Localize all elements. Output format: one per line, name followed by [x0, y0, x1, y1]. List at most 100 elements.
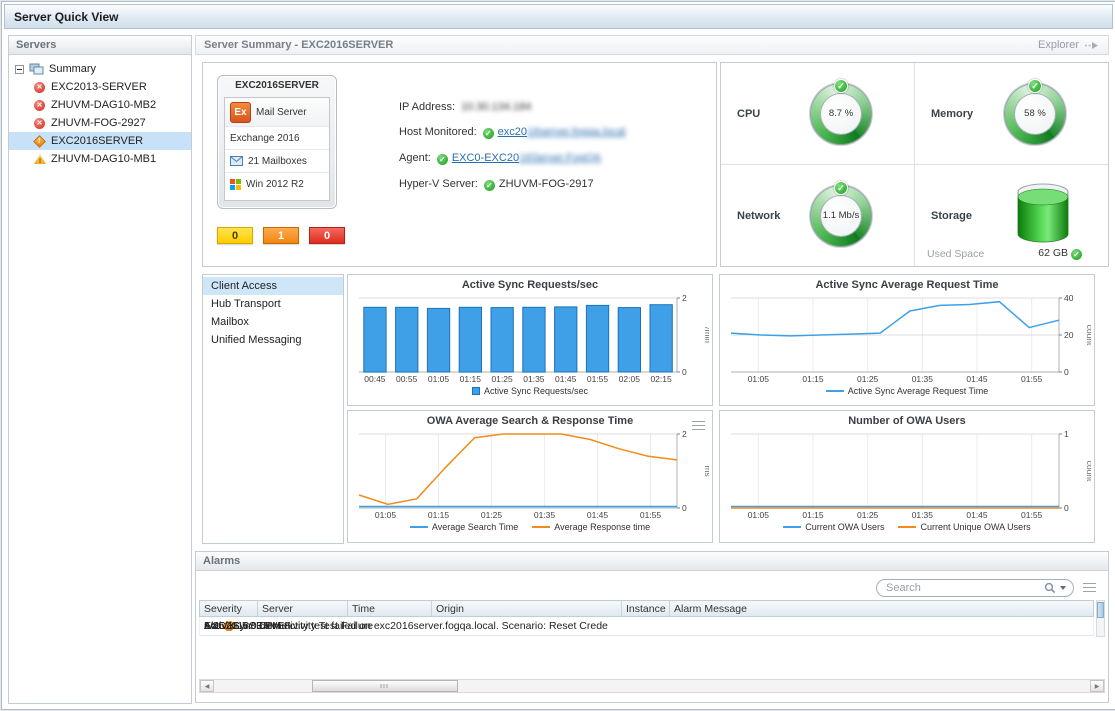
alarm-horizontal-scrollbar[interactable]: ◀ ▶ — [199, 679, 1105, 693]
alarm-count-fatal[interactable]: 0 — [309, 227, 345, 244]
search-options-caret-icon[interactable] — [1060, 586, 1066, 590]
chart-plot: 0 2 01:05 01:15 01:25 01:35 01:45 01:55 ms — [358, 429, 709, 520]
svg-text:01:45: 01:45 — [587, 510, 609, 520]
network-label: Network — [737, 209, 781, 222]
search-input[interactable] — [884, 581, 1044, 595]
column-header-server[interactable]: Server — [258, 601, 348, 616]
role-item-hub-transport[interactable]: Hub Transport — [211, 298, 281, 310]
tree-item-summary[interactable]: Summary — [9, 60, 191, 78]
cpu-value: 8.7 % — [828, 108, 854, 119]
legend-marker — [783, 525, 802, 528]
chart-plot: 0 20 40 01:05 01:15 01:25 01:35 01:45 01:55 count — [730, 293, 1091, 384]
mailbox-count: 21 Mailboxes — [248, 155, 307, 167]
legend-marker — [898, 525, 917, 528]
ok-icon: ✓ — [483, 180, 495, 191]
svg-text:01:25: 01:25 — [857, 374, 879, 384]
svg-text:01:15: 01:15 — [802, 374, 824, 384]
column-header-origin[interactable]: Origin — [432, 601, 622, 616]
alarm-vertical-scrollbar[interactable] — [1096, 600, 1105, 637]
alarm-count-warning[interactable]: 0 — [217, 227, 253, 244]
detail-value[interactable]: EXC0-EXC2016Server.FogQA — [451, 152, 602, 164]
alarm-cell: ActiveSync connetivity test failed on ex… — [204, 620, 608, 632]
vertical-scrollbar-thumb[interactable] — [1097, 602, 1104, 618]
alarm-count-error[interactable]: 1 — [263, 227, 299, 244]
svg-text:01:25: 01:25 — [481, 510, 503, 520]
svg-text:00:45: 00:45 — [364, 374, 386, 384]
alarm-table-header: Severity Server Time Origin Instance Alarm Me… — [199, 600, 1094, 617]
tree-item-exc2016server[interactable]: ! EXC2016SERVER — [9, 132, 191, 150]
role-item-mailbox[interactable]: Mailbox — [211, 316, 249, 328]
scrollbar-grip — [380, 684, 390, 688]
detail-label: Host Monitored: — [399, 126, 477, 138]
tree-item-zhuvm-dag10-mb2[interactable]: ✕ ZHUVM-DAG10-MB2 — [9, 96, 191, 114]
legend-label: Active Sync Requests/sec — [483, 385, 589, 396]
used-space-value: 62 GB ✓ — [1038, 247, 1086, 260]
critical-status-icon: ✕ — [34, 81, 45, 93]
windows-icon — [230, 179, 241, 190]
tree-item-exc2013-server[interactable]: ✕ EXC2013-SERVER — [9, 78, 191, 96]
chart-title: Number of OWA Users — [848, 415, 966, 427]
column-header-severity[interactable]: Severity — [200, 601, 258, 616]
horizontal-scrollbar-thumb[interactable] — [312, 680, 458, 692]
svg-text:01:25: 01:25 — [491, 374, 513, 384]
legend-marker — [471, 386, 480, 395]
svg-text:count: count — [1085, 325, 1091, 346]
svg-text:01:45: 01:45 — [555, 374, 577, 384]
tree-item-label: ZHUVM-DAG10-MB1 — [51, 153, 157, 165]
detail-value[interactable]: exc2016server.fogqa.local — [497, 126, 626, 138]
menu-lines-icon — [1083, 583, 1096, 592]
legend-marker — [409, 525, 428, 528]
alarm-cell: ActiveSync Connectivity Test Failure — [204, 620, 374, 632]
alarms-panel-header: Alarms — [196, 552, 1108, 571]
cpu-gauge-ring — [810, 82, 872, 145]
alarm-row[interactable]: ! EXC2016SERVER 1/25/16 5:03 PM ActiveSync … — [199, 617, 1094, 636]
memory-gauge-ring — [1004, 82, 1066, 145]
column-header-time[interactable]: Time — [348, 601, 432, 616]
chart-title: Active Sync Average Request Time — [815, 279, 999, 291]
exchange-version: Exchange 2016 — [230, 132, 300, 144]
summary-servers-icon — [29, 63, 44, 75]
alarm-cell: 1/25/16 5:03 PM — [204, 620, 282, 632]
svg-text:01:35: 01:35 — [912, 510, 934, 520]
detail-label: Hyper-V Server: — [399, 178, 478, 190]
role-item-unified-messaging[interactable]: Unified Messaging — [211, 334, 302, 346]
storage-label: Storage — [931, 209, 972, 222]
alarm-search-box[interactable] — [876, 579, 1074, 597]
svg-text:0: 0 — [1064, 503, 1069, 513]
legend-marker — [825, 389, 844, 392]
svg-text:01:55: 01:55 — [640, 510, 662, 520]
role-item-client-access[interactable]: Client Access — [203, 277, 343, 295]
ok-icon: ✓ — [1028, 78, 1042, 93]
network-gauge: 1.1 Mb/s ✓ — [810, 180, 872, 247]
summary-title: Server Summary - EXC2016SERVER — [204, 39, 394, 51]
scroll-right-button[interactable]: ▶ — [1090, 680, 1104, 692]
storage-cell: Storage Used Space 62 GB ✓ — [915, 165, 1108, 266]
chart-legend: Active Sync Requests/sec — [348, 384, 712, 397]
tree-item-zhuvm-dag10-mb1[interactable]: ! ZHUVM-DAG10-MB1 — [9, 150, 191, 168]
tree-item-zhuvm-fog-2927[interactable]: ✕ ZHUVM-FOG-2927 — [9, 114, 191, 132]
legend-item: Average Response time — [532, 522, 650, 532]
tree-item-label: EXC2016SERVER — [51, 135, 144, 147]
collapse-icon[interactable] — [15, 64, 24, 74]
explorer-arrow-icon — [1085, 41, 1098, 49]
chart-menu-icon[interactable] — [691, 416, 706, 436]
window-title-bar: Server Quick View — [4, 4, 1113, 29]
svg-text:01:55: 01:55 — [587, 374, 609, 384]
legend-label: Average Search Time — [431, 521, 519, 532]
alarm-cell: EXC2016SERVER — [204, 620, 290, 632]
column-header-alarm-message[interactable]: Alarm Message — [674, 603, 747, 615]
svg-text:01:35: 01:35 — [523, 374, 545, 384]
server-card-name: EXC2016SERVER — [235, 80, 319, 91]
search-icon[interactable] — [1044, 582, 1056, 594]
scroll-left-button[interactable]: ◀ — [200, 680, 214, 692]
alarm-cell: n/a — [204, 620, 219, 632]
table-menu-icon[interactable] — [1081, 577, 1098, 599]
storage-cylinder-gauge — [1017, 183, 1069, 242]
explorer-link[interactable]: Explorer — [1038, 39, 1100, 51]
svg-text:2: 2 — [682, 293, 687, 303]
column-header-instance[interactable]: Instance — [622, 601, 670, 616]
svg-text:01:15: 01:15 — [460, 374, 482, 384]
detail-value: 10.30.134.184 — [461, 101, 532, 113]
